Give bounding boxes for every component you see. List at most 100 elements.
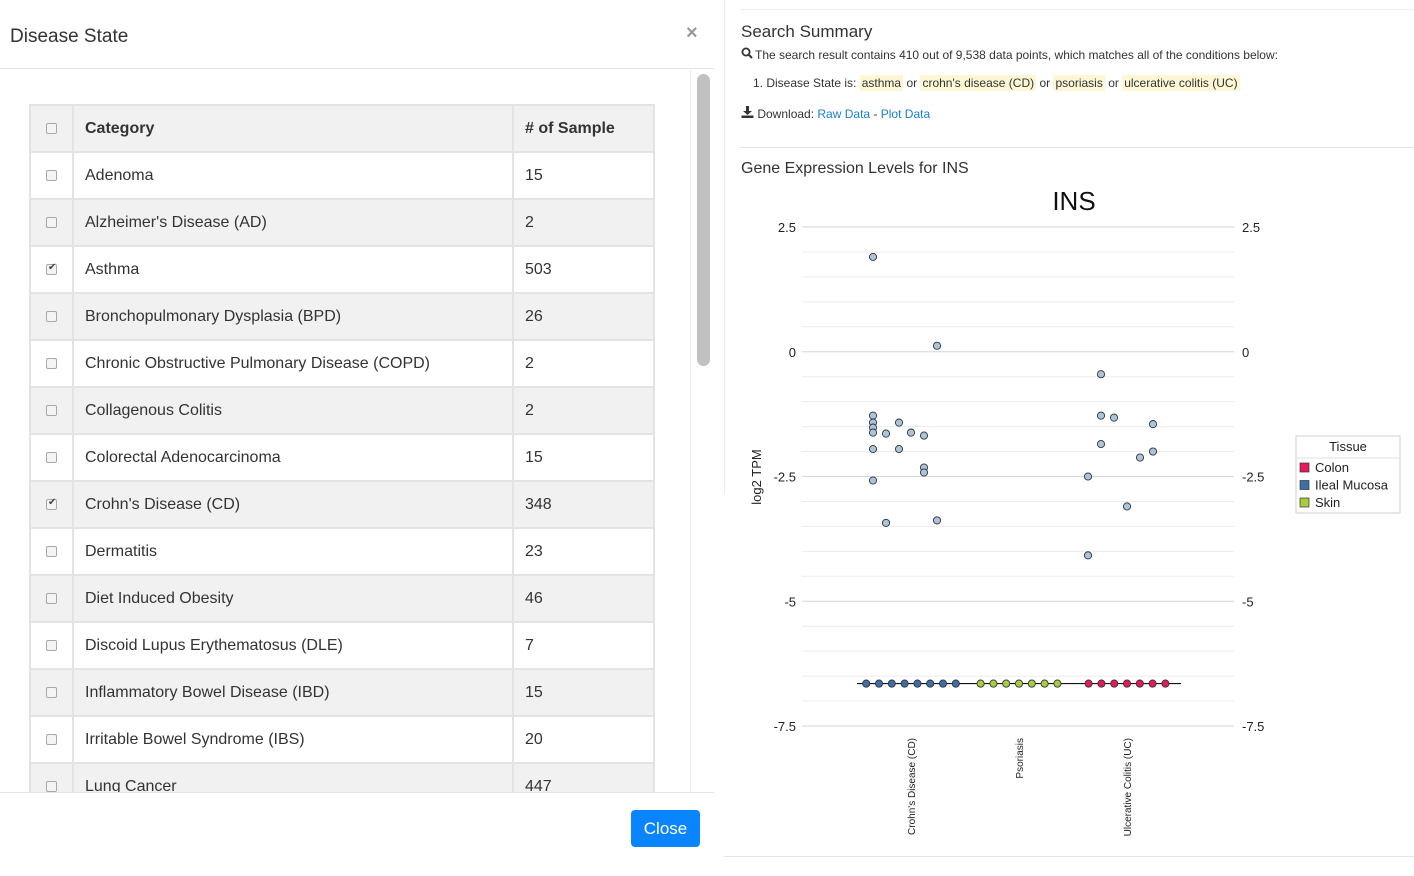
data-point — [926, 679, 935, 688]
category-cell: Colorectal Adenocarcinoma — [72, 433, 514, 482]
row-checkbox-cell — [29, 527, 74, 576]
row-checkbox[interactable] — [46, 592, 57, 604]
chart-title: INS — [1052, 186, 1095, 216]
row-checkbox-cell — [29, 433, 74, 482]
category-cell: Chronic Obstructive Pulmonary Disease (C… — [72, 339, 514, 388]
results-panel: Search Summary The search result contain… — [724, 0, 1414, 876]
search-summary-title: Search Summary — [741, 22, 873, 41]
row-checkbox[interactable] — [46, 780, 57, 792]
legend-title: Tissue — [1329, 439, 1367, 454]
close-button[interactable]: Close — [631, 810, 700, 847]
row-checkbox[interactable] — [46, 545, 57, 557]
close-icon[interactable]: × — [686, 22, 698, 44]
row-checkbox-cell — [29, 292, 74, 341]
data-point — [913, 679, 922, 688]
row-checkbox[interactable] — [46, 733, 57, 745]
data-point — [887, 679, 896, 688]
table-row[interactable]: Chronic Obstructive Pulmonary Disease (C… — [29, 339, 655, 388]
data-point — [976, 679, 985, 688]
y-axis-label: log2 TPM — [749, 449, 764, 504]
row-checkbox-cell — [29, 151, 74, 200]
divider — [724, 856, 1414, 857]
divider — [724, 0, 725, 494]
legend-swatch — [1299, 480, 1310, 490]
raw-data-link[interactable]: Raw Data — [817, 107, 871, 121]
modal-footer: Close — [0, 792, 714, 876]
data-point — [938, 679, 948, 688]
sample-count-cell: 15 — [512, 433, 655, 482]
category-cell: Alzheimer's Disease (AD) — [72, 198, 514, 247]
data-point — [1084, 679, 1093, 688]
y-tick-label-left: -7.5 — [774, 719, 796, 734]
data-point — [868, 428, 878, 437]
modal-body: Category # of Sample Adenoma 15 Alzheimer'… — [0, 70, 714, 792]
table-row[interactable]: Inflammatory Bowel Disease (IBD) 15 — [29, 668, 655, 717]
modal-title: Disease State — [10, 26, 129, 47]
table-row[interactable]: Alzheimer's Disease (AD) 2 — [29, 198, 655, 247]
download-line: Download: Raw Data - Plot Data — [741, 106, 930, 121]
data-point — [894, 418, 904, 427]
sample-count-cell: 2 — [512, 386, 655, 435]
gene-expression-chart: INS 2.5 2.5 0 0 -2.5 -2.5 -5 -5 -7.5 -7.5 log2 TPM C… — [749, 186, 1401, 836]
data-point — [1148, 679, 1157, 688]
select-all-checkbox[interactable] — [46, 122, 57, 134]
scrollbar-thumb[interactable] — [697, 74, 710, 366]
data-point — [1122, 502, 1132, 511]
row-checkbox[interactable] — [46, 686, 57, 698]
divider — [740, 9, 1414, 10]
legend-item-label: Colon — [1315, 460, 1349, 475]
data-point — [919, 468, 929, 477]
disease-state-modal: Disease State × Category # of Sample Ade… — [0, 0, 714, 876]
data-point — [1122, 679, 1132, 688]
row-checkbox-cell — [29, 668, 74, 717]
column-header-sample-count[interactable]: # of Sample — [512, 104, 655, 153]
condition-value: asthma — [859, 75, 904, 91]
column-header-category[interactable]: Category — [72, 104, 514, 153]
data-point — [1148, 447, 1158, 456]
or-word: or — [906, 76, 918, 90]
y-tick-label-left: 0 — [789, 345, 796, 360]
data-point — [906, 428, 916, 437]
row-checkbox[interactable] — [46, 357, 57, 369]
sample-count-cell: 15 — [512, 668, 655, 717]
download-label: Download: — [757, 107, 815, 121]
sample-count-cell: 503 — [512, 245, 655, 294]
table-row[interactable]: Crohn's Disease (CD)348 — [29, 480, 655, 529]
sample-count-cell: 26 — [512, 292, 655, 341]
data-point — [1053, 679, 1062, 688]
table-row[interactable]: Collagenous Colitis 2 — [29, 386, 655, 435]
row-checkbox[interactable] — [46, 216, 57, 228]
row-checkbox[interactable] — [46, 404, 57, 416]
data-point — [989, 679, 998, 688]
category-cell: Dermatitis — [72, 527, 514, 576]
row-checkbox[interactable] — [46, 639, 57, 651]
row-checkbox-cell — [29, 715, 74, 764]
x-category-label: Ulcerative Colitis (UC) — [1123, 738, 1134, 836]
table-row[interactable]: Discoid Lupus Erythematosus (DLE) 7 — [29, 621, 655, 670]
table-row[interactable]: Dermatitis 23 — [29, 527, 655, 576]
row-checkbox[interactable] — [46, 310, 57, 322]
table-row[interactable]: Colorectal Adenocarcinoma 15 — [29, 433, 655, 482]
plot-data-link[interactable]: Plot Data — [880, 107, 931, 121]
table-row[interactable]: Adenoma 15 — [29, 151, 655, 200]
row-checkbox[interactable] — [46, 262, 57, 275]
table-row[interactable]: Lung Cancer 447 — [29, 762, 655, 792]
legend-item-label: Ileal Mucosa — [1315, 478, 1389, 493]
row-checkbox[interactable] — [46, 497, 57, 510]
divider — [740, 147, 1414, 148]
y-tick-label-left: -2.5 — [774, 470, 796, 485]
data-point — [1135, 679, 1144, 688]
condition-line: 1. Disease State is: asthma or crohn's d… — [753, 75, 1240, 91]
data-point — [951, 679, 960, 688]
table-row[interactable]: Irritable Bowel Syndrome (IBS) 20 — [29, 715, 655, 764]
data-point — [1097, 679, 1106, 688]
table-row[interactable]: Bronchopulmonary Dysplasia (BPD) 26 — [29, 292, 655, 341]
table-row[interactable]: Diet Induced Obesity 46 — [29, 574, 655, 623]
row-checkbox[interactable] — [46, 169, 57, 181]
row-checkbox[interactable] — [46, 451, 57, 463]
x-category-label: Crohn's Disease (CD) — [907, 738, 918, 835]
data-point — [1027, 679, 1036, 688]
data-point — [1083, 551, 1093, 560]
gene-expression-title: Gene Expression Levels for INS — [741, 160, 969, 177]
